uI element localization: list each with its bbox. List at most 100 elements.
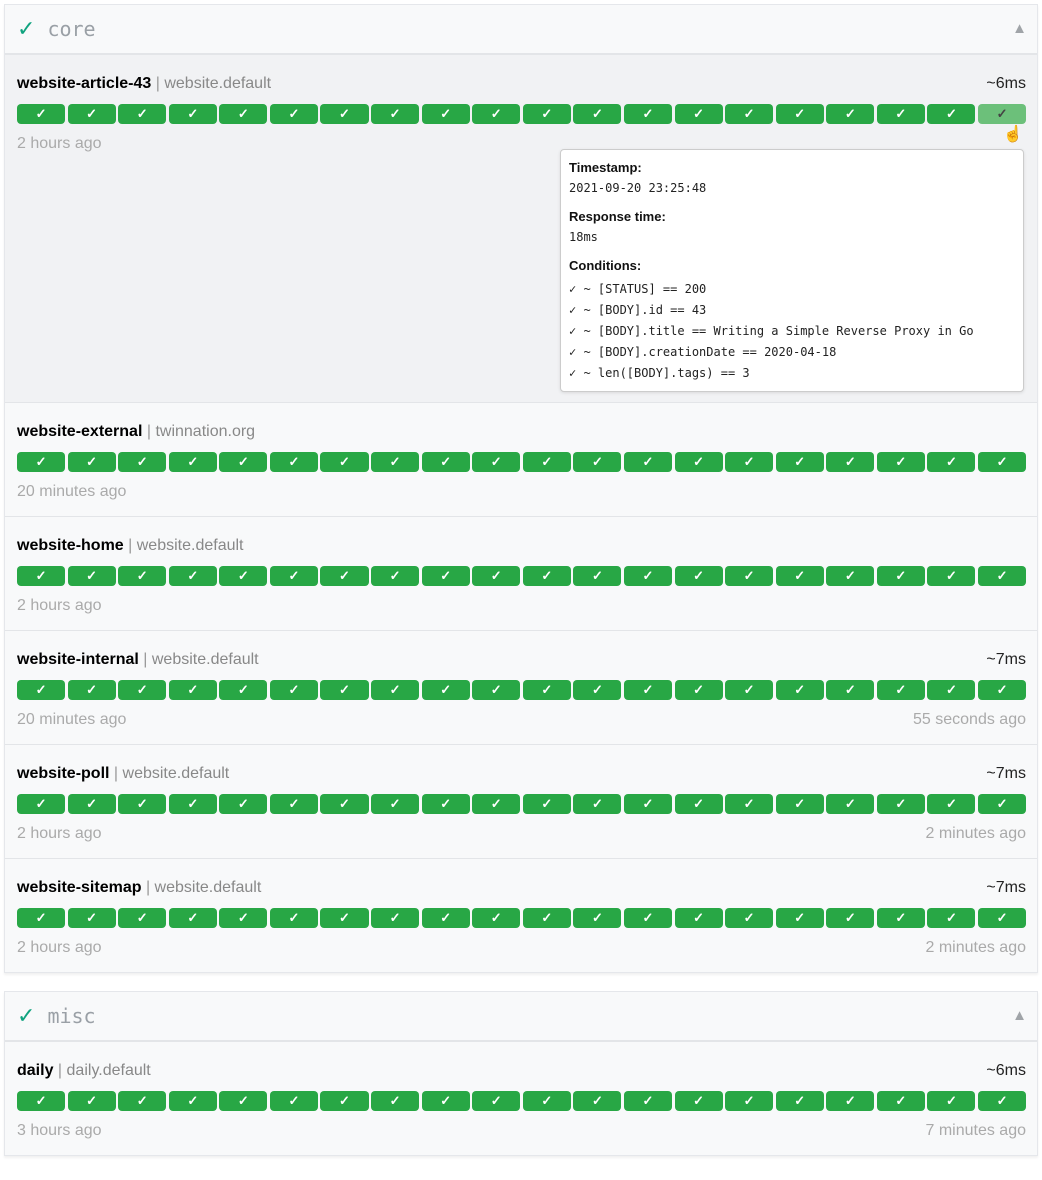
result-bar[interactable]: ✓ [118,566,167,586]
result-bar[interactable]: ✓ [927,566,976,586]
result-bar[interactable]: ✓ [17,452,66,472]
result-bar[interactable]: ✓ [725,908,774,928]
result-bar[interactable]: ✓ [118,680,167,700]
result-bar[interactable]: ✓ [876,104,925,124]
result-bar[interactable]: ✓ [67,452,116,472]
endpoint-name[interactable]: website-poll [17,765,110,782]
endpoint-name[interactable]: website-external [17,423,143,440]
result-bar[interactable]: ✓ [826,452,875,472]
result-bar[interactable]: ✓ [977,1091,1027,1111]
result-bar[interactable]: ✓ [17,680,66,700]
result-bar[interactable]: ✓ [67,680,116,700]
result-bar[interactable]: ✓ [674,908,723,928]
result-bar[interactable]: ✓ [573,908,622,928]
result-bar[interactable]: ✓ [725,452,774,472]
result-bar[interactable]: ✓ [573,452,622,472]
result-bar[interactable]: ✓ [421,908,470,928]
result-bar[interactable]: ✓ [573,794,622,814]
result-bar[interactable]: ✓ [725,104,774,124]
result-bar[interactable]: ✓ [826,566,875,586]
result-bar[interactable]: ✓ [573,566,622,586]
result-bar[interactable]: ✓ [472,452,521,472]
result-bar[interactable]: ✓ [118,1091,167,1111]
result-bar[interactable]: ✓ [371,794,420,814]
result-bar[interactable]: ✓ [876,680,925,700]
result-bar[interactable]: ✓ [826,794,875,814]
result-bar[interactable]: ✓ [371,104,420,124]
result-bar[interactable]: ✓ [269,566,318,586]
result-bar[interactable]: ✓ [67,1091,116,1111]
result-bar[interactable]: ✓ [118,908,167,928]
result-bar[interactable]: ✓ [775,452,824,472]
result-bar[interactable]: ✓ [623,908,673,928]
result-bar[interactable]: ✓ [320,566,369,586]
result-bar[interactable]: ✓ [219,908,268,928]
result-bar[interactable]: ✓ [775,794,824,814]
result-bar[interactable]: ✓ [674,680,723,700]
result-bar[interactable]: ✓ [573,104,622,124]
result-bar[interactable]: ✓ [775,1091,824,1111]
result-bar[interactable]: ✓ [522,452,571,472]
result-bar[interactable]: ✓ [421,794,470,814]
collapse-arrow-icon[interactable]: ▲ [1012,1007,1027,1024]
result-bar[interactable]: ✓ [421,1091,470,1111]
result-bar[interactable]: ✓ [168,1091,217,1111]
endpoint-name[interactable]: website-internal [17,651,139,668]
endpoint-row[interactable]: website-article-43 | website.default ~6m… [5,55,1037,403]
result-bar[interactable]: ✓ [118,794,167,814]
result-bar[interactable]: ✓ [472,104,521,124]
result-bar[interactable]: ✓ [826,680,875,700]
result-bar[interactable]: ✓ [320,452,369,472]
result-bar[interactable]: ✓ [67,794,116,814]
result-bar[interactable]: ✓ [371,452,420,472]
result-bar[interactable]: ✓ [623,452,673,472]
result-bar[interactable]: ✓ [674,794,723,814]
result-bar[interactable]: ✓ [269,1091,318,1111]
result-bar[interactable]: ✓ [725,1091,774,1111]
endpoint-row[interactable]: website-poll | website.default ~7ms ✓ ✓ ✓ ✓… [5,745,1037,859]
result-bar[interactable]: ✓ [623,680,673,700]
collapse-arrow-icon[interactable]: ▲ [1012,20,1027,37]
result-bar[interactable]: ✓ [674,452,723,472]
result-bar[interactable]: ✓ [674,104,723,124]
endpoint-name[interactable]: website-article-43 [17,75,152,92]
result-bar[interactable]: ✓ [977,680,1027,700]
result-bar[interactable]: ✓ [522,566,571,586]
result-bar[interactable]: ✓ [320,908,369,928]
result-bar[interactable]: ✓ [977,908,1027,928]
result-bar[interactable]: ✓ [876,794,925,814]
result-bar[interactable]: ✓ [371,680,420,700]
result-bar[interactable]: ✓ [623,104,673,124]
result-bar[interactable]: ✓ [118,104,167,124]
result-bar[interactable]: ✓ [421,566,470,586]
result-bar[interactable]: ✓ [320,794,369,814]
result-bar[interactable]: ✓ [522,908,571,928]
result-bar[interactable]: ✓ [320,104,369,124]
endpoint-row[interactable]: website-home | website.default ✓ ✓ ✓ ✓ ✓ ✓ ✓ ✓ ✓… [5,517,1037,631]
result-bar[interactable]: ✓ [775,680,824,700]
result-bar[interactable]: ✓ [269,680,318,700]
result-bar[interactable]: ✓ [17,104,66,124]
result-bar[interactable]: ✓ [927,1091,976,1111]
result-bar[interactable]: ✓ [775,566,824,586]
result-bar[interactable]: ✓ [725,566,774,586]
result-bar[interactable]: ✓ [472,794,521,814]
result-bar[interactable]: ✓ [623,566,673,586]
result-bar[interactable]: ✓ [826,104,875,124]
result-bar[interactable]: ✓ [927,908,976,928]
result-bar[interactable]: ✓ [522,1091,571,1111]
result-bar[interactable]: ✓ [977,452,1027,472]
result-bar[interactable]: ✓ [269,452,318,472]
endpoint-row[interactable]: website-external | twinnation.org ✓ ✓ ✓ ✓ ✓ ✓… [5,403,1037,517]
result-bar[interactable]: ✓ [522,680,571,700]
result-bar[interactable]: ✓ [269,794,318,814]
result-bar[interactable]: ✓ [168,794,217,814]
result-bar[interactable]: ✓ [371,908,420,928]
endpoint-name[interactable]: daily [17,1062,54,1079]
group-header[interactable]: ✓ misc ▲ [5,992,1037,1042]
result-bar[interactable]: ✓ [219,566,268,586]
result-bar[interactable]: ✓ [17,908,66,928]
result-bar[interactable]: ✓ [67,104,116,124]
result-bar[interactable]: ✓ [927,104,976,124]
result-bar[interactable]: ✓ [725,794,774,814]
